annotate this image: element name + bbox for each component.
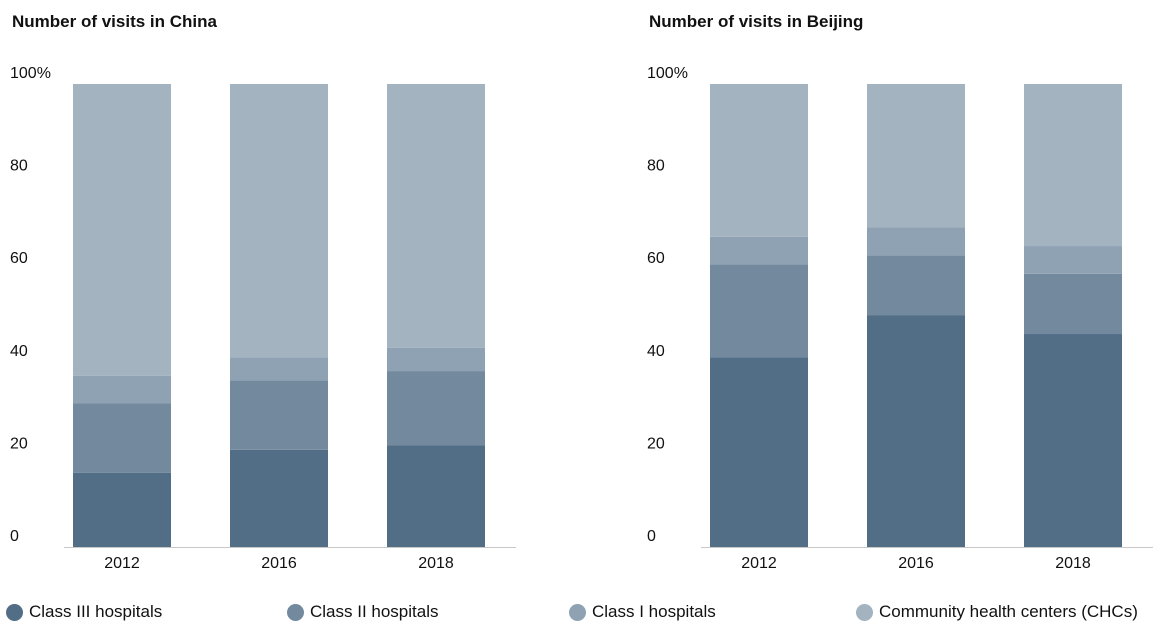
bar-segment-1-2012-3 — [710, 84, 808, 237]
legend-label-chcs: Community health centers (CHCs) — [879, 602, 1138, 621]
bar-segment-1-2016-2 — [867, 227, 965, 256]
bar-segment-0-2016-3 — [230, 84, 328, 358]
bar-segment-0-2012-0 — [73, 472, 171, 547]
legend-item-class-i: Class I hospitals — [569, 602, 716, 622]
legend-swatch-class-i — [569, 603, 586, 621]
y-tick-label: 20 — [10, 435, 28, 452]
legend-label-class-ii: Class II hospitals — [310, 602, 439, 621]
y-tick-label: 100% — [647, 65, 688, 82]
y-tick-label: 60 — [647, 250, 665, 267]
bar-segment-1-2016-0 — [867, 315, 965, 547]
bar-segment-1-2018-1 — [1024, 273, 1122, 335]
bar-segment-1-2018-0 — [1024, 334, 1122, 547]
legend-label-class-iii: Class III hospitals — [29, 602, 163, 621]
bar-segment-1-2012-1 — [710, 264, 808, 358]
legend-item-class-iii: Class III hospitals — [6, 602, 162, 622]
y-tick-label: 40 — [647, 343, 665, 360]
x-tick-label: 2012 — [104, 555, 140, 572]
y-tick-label: 80 — [647, 158, 665, 175]
bar-segment-0-2012-1 — [73, 403, 171, 473]
bar-segment-1-2016-1 — [867, 255, 965, 316]
bar-segment-1-2018-3 — [1024, 84, 1122, 247]
y-tick-label: 60 — [10, 250, 28, 267]
chart-title-beijing: Number of visits in Beijing — [649, 12, 864, 31]
bar-segment-0-2018-1 — [387, 371, 485, 446]
legend-swatch-chcs — [856, 603, 873, 621]
bar-segment-0-2012-3 — [73, 84, 171, 376]
bar-segment-0-2016-0 — [230, 449, 328, 547]
bar-segment-1-2012-2 — [710, 236, 808, 265]
chart-title-china: Number of visits in China — [12, 12, 217, 31]
chart-china: 0 20 40 60 80 100% 2012 2016 2018 — [10, 65, 516, 572]
chart-beijing: 0 20 40 60 80 100% 2012 2016 2018 — [647, 65, 1153, 572]
x-tick-label: 2016 — [898, 555, 934, 572]
legend-swatch-class-iii — [6, 603, 23, 621]
legend-item-chcs: Community health centers (CHCs) — [856, 602, 1138, 622]
bar-segment-0-2018-2 — [387, 347, 485, 372]
bar-segment-0-2016-1 — [230, 380, 328, 450]
y-tick-label: 80 — [10, 158, 28, 175]
legend-label-class-i: Class I hospitals — [592, 602, 716, 621]
bar-segment-1-2012-0 — [710, 357, 808, 547]
y-tick-label: 40 — [10, 343, 28, 360]
x-tick-label: 2018 — [1055, 555, 1091, 572]
x-tick-label: 2018 — [418, 555, 454, 572]
bar-segment-0-2018-0 — [387, 445, 485, 547]
x-tick-label: 2012 — [741, 555, 777, 572]
y-tick-label: 0 — [10, 528, 19, 545]
y-tick-label: 100% — [10, 65, 51, 82]
bar-segment-0-2016-2 — [230, 357, 328, 381]
legend-item-class-ii: Class II hospitals — [287, 602, 439, 622]
y-tick-label: 0 — [647, 528, 656, 545]
y-tick-label: 20 — [647, 435, 665, 452]
legend-swatch-class-ii — [287, 603, 304, 621]
bar-segment-0-2012-2 — [73, 375, 171, 404]
bar-segment-1-2018-2 — [1024, 246, 1122, 274]
bar-segment-0-2018-3 — [387, 84, 485, 348]
x-tick-label: 2016 — [261, 555, 297, 572]
legend: Class III hospitals Class II hospitals C… — [0, 602, 1176, 626]
bar-segment-1-2016-3 — [867, 84, 965, 228]
